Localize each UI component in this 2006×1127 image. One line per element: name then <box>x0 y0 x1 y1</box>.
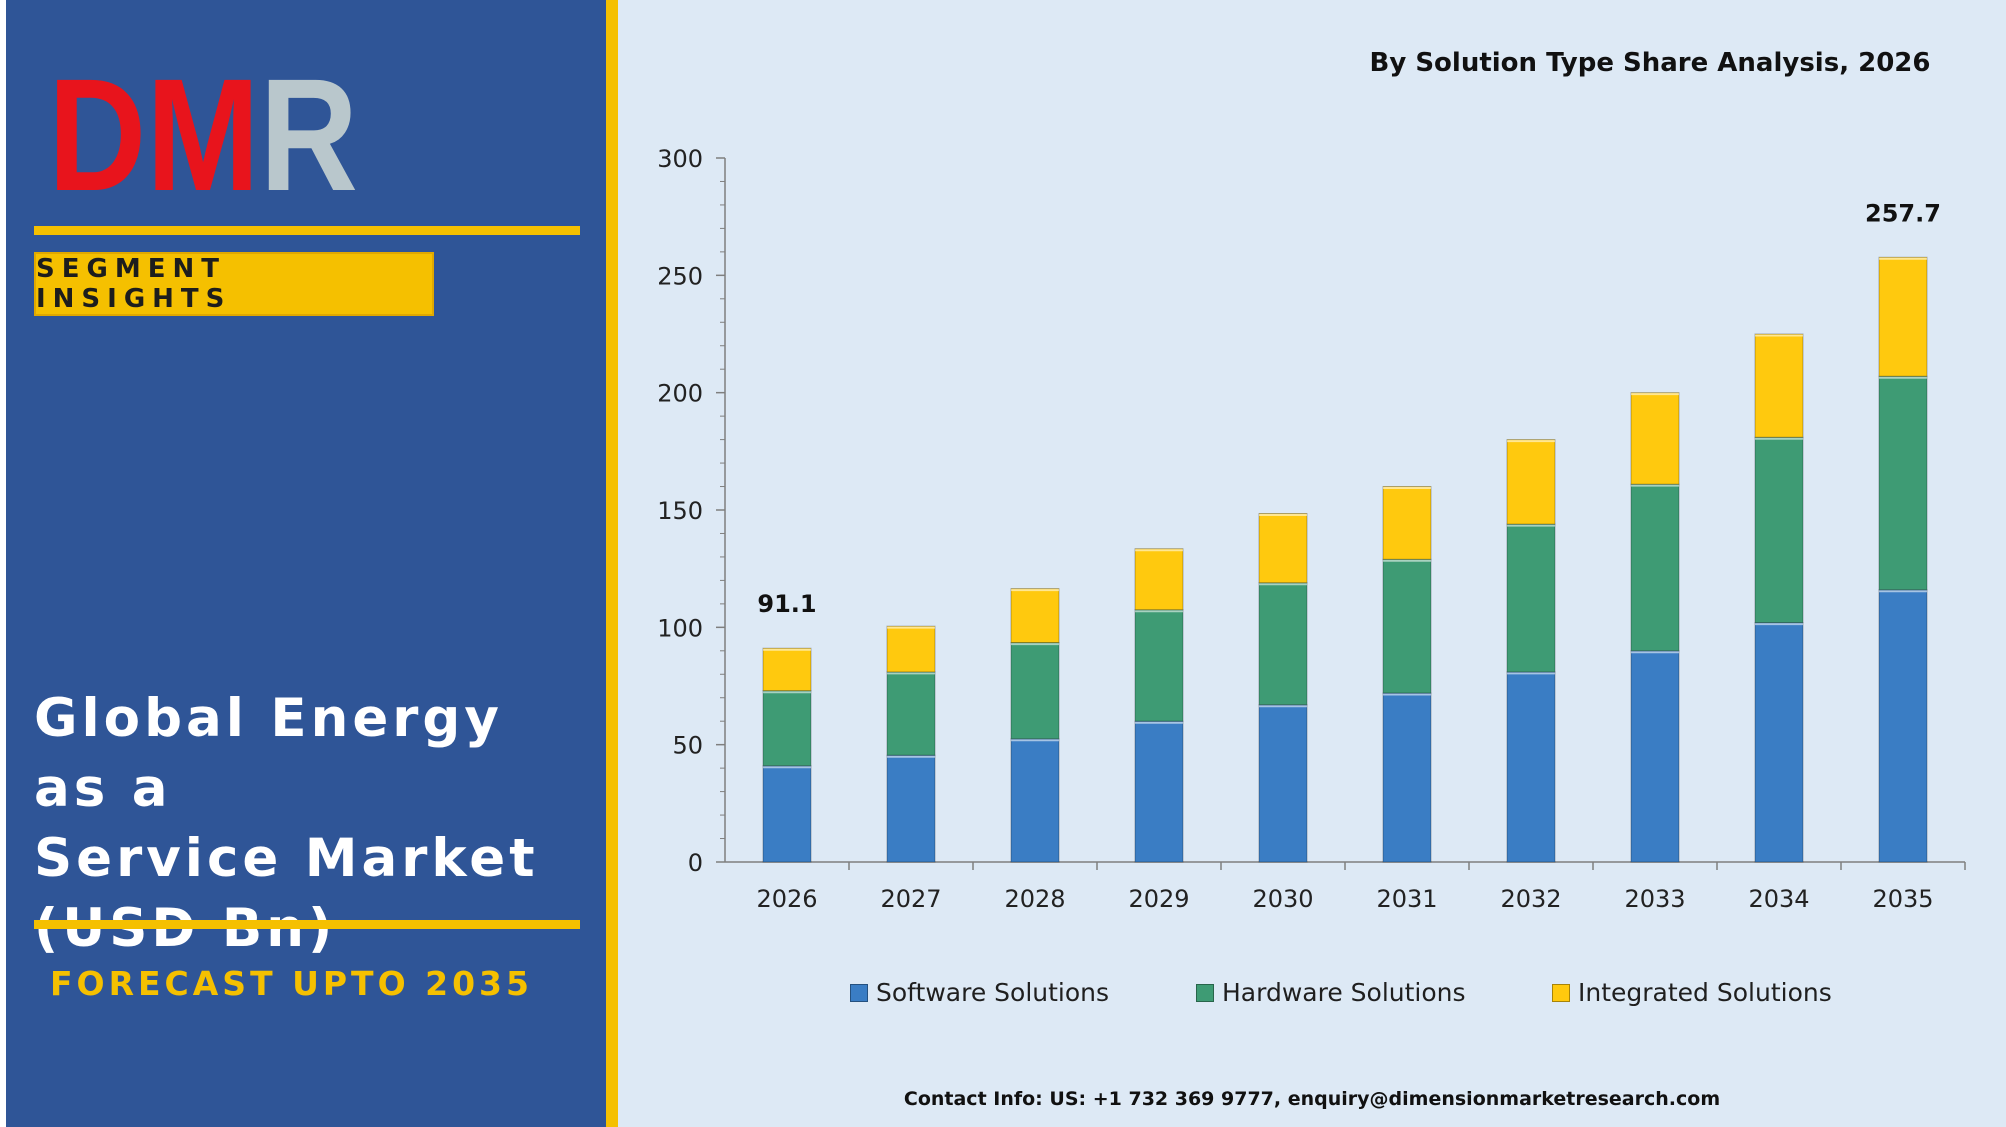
top-rule <box>34 226 580 235</box>
bar-segment-hardware-solutions-2033 <box>1630 483 1680 652</box>
x-tick-label: 2035 <box>1872 885 1933 913</box>
y-tick-label: 0 <box>688 849 703 877</box>
y-tick-label: 100 <box>657 614 703 642</box>
y-tick-label: 300 <box>657 145 703 173</box>
legend-label-software: Software Solutions <box>876 978 1110 1007</box>
logo-letter-r: R <box>260 66 358 206</box>
bar-segment-software-solutions-2031 <box>1382 692 1432 863</box>
bar-segment-integrated-solutions-2027 <box>886 625 936 673</box>
forecast-label: FORECAST UPTO 2035 <box>50 964 533 1003</box>
legend-label-integrated: Integrated Solutions <box>1578 978 1832 1007</box>
logo-letter-d: D <box>48 66 146 206</box>
bar-segment-hardware-solutions-2031 <box>1382 558 1432 694</box>
bar-segment-integrated-solutions-2034 <box>1754 333 1804 438</box>
x-tick-label: 2026 <box>756 885 817 913</box>
bar-segment-hardware-solutions-2027 <box>886 671 936 756</box>
x-tick-label: 2032 <box>1500 885 1561 913</box>
x-tick-label: 2027 <box>880 885 941 913</box>
bar-segment-software-solutions-2030 <box>1258 704 1308 863</box>
y-tick-label: 50 <box>672 732 703 760</box>
data-label: 257.7 <box>1865 199 1941 227</box>
logo-text: DMR <box>48 66 358 206</box>
x-tick-label: 2031 <box>1376 885 1437 913</box>
gold-divider <box>606 0 618 1127</box>
bar-segment-software-solutions-2026 <box>762 765 812 863</box>
bar-segment-hardware-solutions-2030 <box>1258 582 1308 706</box>
bar-segment-integrated-solutions-2033 <box>1630 392 1680 485</box>
bar-segment-integrated-solutions-2031 <box>1382 486 1432 560</box>
bar-segment-hardware-solutions-2028 <box>1010 642 1060 740</box>
legend-swatch-software <box>850 983 868 1002</box>
bar-segment-integrated-solutions-2030 <box>1258 513 1308 584</box>
bar-segment-software-solutions-2028 <box>1010 738 1060 863</box>
bar-segment-hardware-solutions-2026 <box>762 690 812 767</box>
legend-label-hardware: Hardware Solutions <box>1222 978 1466 1007</box>
y-tick-label: 150 <box>657 497 703 525</box>
data-label: 91.1 <box>757 590 816 618</box>
x-tick-label: 2030 <box>1252 885 1313 913</box>
contact-info: Contact Info: US: +1 732 369 9777, enqui… <box>903 1088 1721 1110</box>
bar-segment-software-solutions-2032 <box>1506 671 1556 863</box>
bar-segment-hardware-solutions-2035 <box>1878 375 1928 591</box>
chart-title: By Solution Type Share Analysis, 2026 <box>1369 48 1931 78</box>
legend-item-hardware: Hardware Solutions <box>1196 978 1466 1007</box>
dmr-logo: DMR <box>48 66 358 206</box>
legend-item-integrated: Integrated Solutions <box>1552 978 1832 1007</box>
x-tick-label: 2029 <box>1128 885 1189 913</box>
segment-insights-badge: SEGMENT INSIGHTS <box>34 252 434 316</box>
chart-legend: Software Solutions Hardware Solutions In… <box>0 978 2006 1018</box>
sidebar-panel <box>6 0 606 1127</box>
bar-segment-software-solutions-2033 <box>1630 650 1680 863</box>
bar-segment-hardware-solutions-2032 <box>1506 523 1556 673</box>
y-tick-label: 250 <box>657 262 703 290</box>
legend-swatch-hardware <box>1196 983 1214 1002</box>
stacked-bar-chart: 0 50 100 150 200 250 300 2026 2027 2028 2029 2030 20… <box>657 145 1966 913</box>
logo-letter-m: M <box>146 66 259 206</box>
bar-segment-software-solutions-2035 <box>1878 589 1928 863</box>
bar-segment-software-solutions-2034 <box>1754 622 1804 863</box>
x-tick-label: 2034 <box>1748 885 1809 913</box>
legend-swatch-integrated <box>1552 983 1570 1002</box>
bottom-rule <box>34 920 580 929</box>
bar-segment-software-solutions-2029 <box>1134 720 1184 863</box>
bar-segment-integrated-solutions-2029 <box>1134 548 1184 611</box>
x-tick-label: 2028 <box>1004 885 1065 913</box>
bar-segment-integrated-solutions-2035 <box>1878 256 1928 377</box>
bar-segment-software-solutions-2027 <box>886 754 936 863</box>
legend-item-software: Software Solutions <box>850 978 1109 1007</box>
y-tick-label: 200 <box>657 380 703 408</box>
bar-segment-integrated-solutions-2032 <box>1506 439 1556 525</box>
x-tick-label: 2033 <box>1624 885 1685 913</box>
bar-segment-hardware-solutions-2029 <box>1134 609 1184 722</box>
bar-segment-hardware-solutions-2034 <box>1754 436 1804 624</box>
bar-segment-integrated-solutions-2028 <box>1010 588 1060 644</box>
bar-segment-integrated-solutions-2026 <box>762 647 812 692</box>
